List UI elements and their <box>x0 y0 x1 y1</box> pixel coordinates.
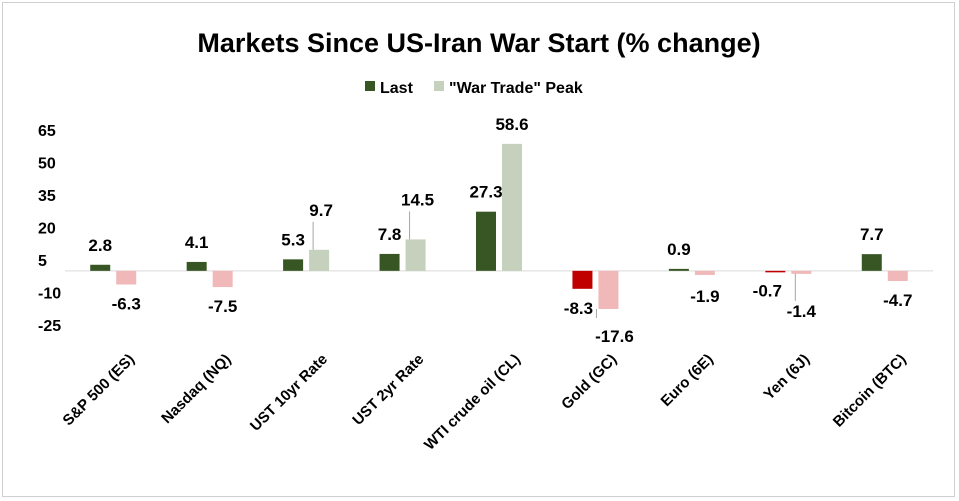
bar-last <box>765 270 786 273</box>
data-label-peak: -1.9 <box>690 287 719 306</box>
data-label-last: 7.7 <box>860 225 884 244</box>
y-tick-label: 50 <box>38 156 56 173</box>
x-tick-label: Gold (GC) <box>558 351 620 413</box>
bar-last <box>186 261 207 271</box>
data-label-peak: -7.5 <box>208 297 237 316</box>
bar-peak <box>502 143 522 271</box>
bar-last <box>283 259 304 271</box>
y-tick-label: 20 <box>38 221 56 238</box>
y-axis: 65 50 35 20 5 -10 -25 <box>38 123 61 335</box>
bar-peak <box>791 270 812 274</box>
legend-label-last: Last <box>380 80 414 97</box>
y-tick-label: 35 <box>38 188 56 205</box>
legend-swatch-peak <box>434 81 444 91</box>
bar-peak <box>405 239 426 271</box>
bar-last <box>379 253 400 271</box>
x-tick-label: UST 10yr Rate <box>247 351 331 435</box>
chart-title: Markets Since US-Iran War Start (% chang… <box>197 28 760 58</box>
data-label-peak: -4.7 <box>883 291 912 310</box>
bar-last <box>668 268 689 271</box>
bar-last <box>476 211 496 271</box>
data-label-last: -8.3 <box>564 299 593 318</box>
x-tick-label: Bitcoin (BTC) <box>830 351 910 431</box>
data-label-last: 0.9 <box>667 240 691 259</box>
legend: Last "War Trade" Peak <box>365 80 583 97</box>
data-label-peak: 58.6 <box>495 115 528 134</box>
y-tick-label: -10 <box>38 286 61 303</box>
x-tick-label: UST 2yr Rate <box>349 351 427 429</box>
bar-last <box>90 264 111 271</box>
x-tick-label: Euro (6E) <box>658 351 717 410</box>
bar-peak <box>694 270 715 275</box>
y-tick-label: 5 <box>38 253 47 270</box>
bar-peak <box>309 249 330 271</box>
x-tick-label: WTI crude oil (CL) <box>421 351 524 454</box>
x-tick-label: Nasdaq (NQ) <box>158 351 234 427</box>
data-label-last: 4.1 <box>185 233 209 252</box>
data-label-last: 5.3 <box>281 230 305 249</box>
data-label-last: 7.8 <box>378 225 402 244</box>
data-label-last: 2.8 <box>88 236 112 255</box>
bar-last <box>572 270 593 289</box>
data-label-last: 27.3 <box>469 183 502 202</box>
y-tick-label: 65 <box>38 123 56 140</box>
x-tick-label: Yen (6J) <box>760 351 813 404</box>
legend-label-peak: "War Trade" Peak <box>449 80 583 97</box>
data-label-peak: 14.5 <box>401 190 434 209</box>
data-label-peak: -17.6 <box>595 327 634 346</box>
y-tick-label: -25 <box>38 318 61 335</box>
data-label-last: -0.7 <box>753 281 782 300</box>
legend-swatch-last <box>365 81 375 91</box>
data-label-peak: -6.3 <box>112 294 141 313</box>
data-label-peak: -1.4 <box>787 302 817 321</box>
bar-peak <box>212 270 233 288</box>
bar-last <box>861 254 882 271</box>
bar-peak <box>887 270 908 282</box>
bar-peak <box>598 270 619 309</box>
x-tick-label: S&P 500 (ES) <box>60 351 138 429</box>
bar-peak <box>116 270 137 285</box>
plot-area: 2.8 -6.3 S&P 500 (ES) 4.1 -7.5 Nasdaq (NQ) 5.3… <box>60 115 933 454</box>
data-label-peak: 9.7 <box>309 201 333 220</box>
